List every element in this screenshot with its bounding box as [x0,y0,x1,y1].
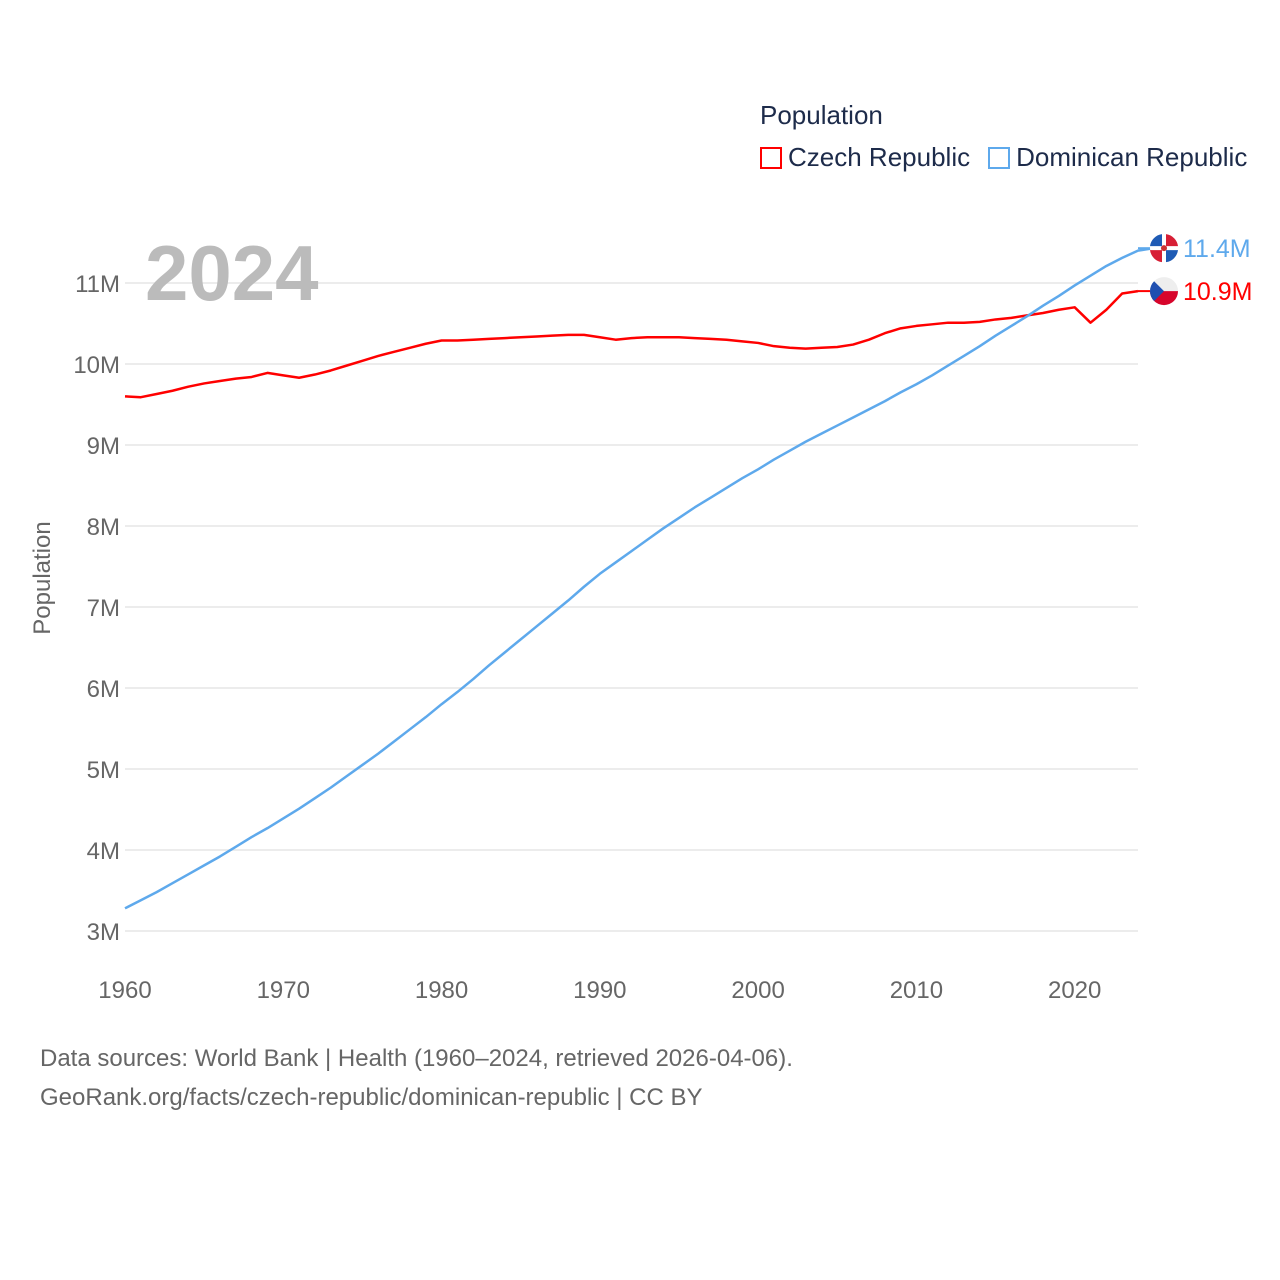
legend-title: Population [760,100,883,130]
flag-emblem [1161,245,1167,252]
series-line-dominican-republic [124,246,1155,910]
end-value-label: 10.9M [1183,278,1252,306]
y-tick-label: 10M [73,352,120,379]
y-tick-label: 11M [75,271,120,298]
flag-quadrant [1150,250,1162,263]
legend-swatch [988,146,1011,169]
flag-quadrant [1166,250,1178,263]
flag-blue-triangle [1149,281,1164,301]
legend: Czech Republic Dominican Republic [760,142,1247,173]
y-tick-label: 9M [87,433,120,460]
x-tick-label: 1980 [415,977,468,1004]
y-tick-label: 4M [87,838,120,865]
footer-sources: Data sources: World Bank | Health (1960–… [40,1045,793,1072]
x-tick-label: 2010 [890,977,943,1004]
x-tick-label: 1990 [573,977,626,1004]
y-tick-label: 7M [87,595,120,622]
series-line-czech-republic [124,289,1139,399]
y-tick-label: 3M [87,919,120,946]
flag-quadrant [1150,234,1162,247]
footer-source-link[interactable]: GeoRank.org/facts/czech-republic/dominic… [40,1084,703,1111]
year-label: 2024 [145,229,319,317]
y-tick-label: 6M [87,676,120,703]
x-tick-label: 1970 [257,977,310,1004]
legend-item-czech-republic[interactable]: Czech Republic [760,142,970,173]
y-tick-label: 8M [87,514,120,541]
x-tick-label: 1960 [98,977,151,1004]
legend-item-dominican-republic[interactable]: Dominican Republic [988,142,1247,173]
x-tick-label: 2020 [1048,977,1101,1004]
legend-label: Dominican Republic [1016,142,1248,172]
x-tick-label: 2000 [731,977,784,1004]
flag-quadrant [1166,234,1178,247]
legend-label: Czech Republic [788,142,971,172]
y-tick-label: 5M [87,757,120,784]
y-axis-label: Population [29,521,56,634]
legend-swatch [760,146,782,169]
end-value-label: 11.4M [1183,235,1251,263]
